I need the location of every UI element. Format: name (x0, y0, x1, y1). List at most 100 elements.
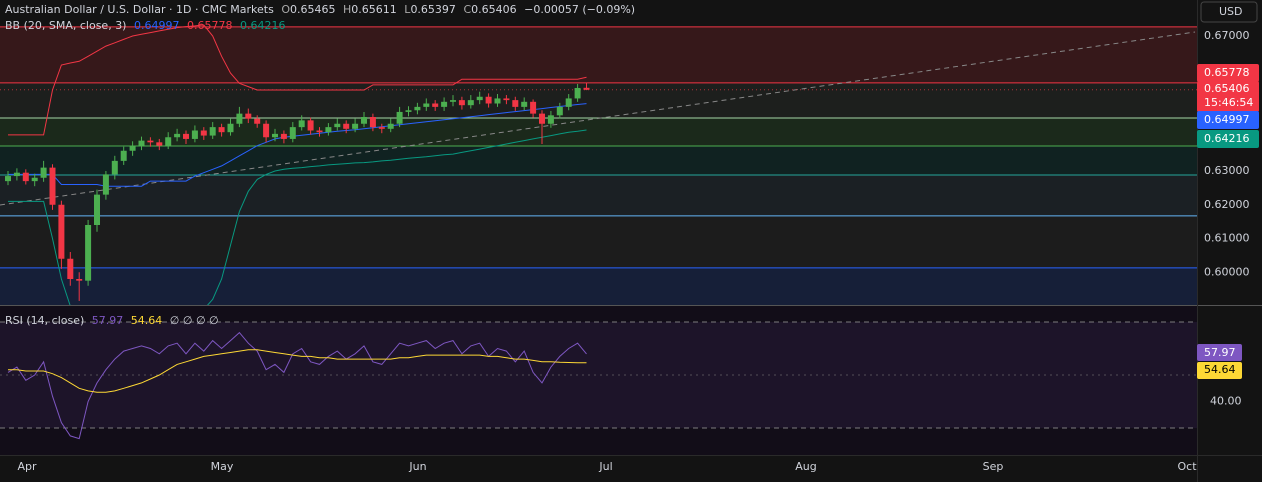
bb-legend: BB (20, SMA, close, 3) 0.64997 0.65778 0… (5, 19, 285, 32)
candle-body (138, 140, 145, 146)
candle-body (387, 123, 394, 129)
zone (0, 267, 1197, 305)
candle-body (31, 177, 38, 182)
candle-body (272, 133, 278, 138)
candle-body (565, 98, 572, 107)
candle-body (280, 133, 287, 139)
candle-body (378, 127, 385, 129)
rsi-extras: ∅ ∅ ∅ ∅ (170, 314, 219, 327)
low: 0.65397 (410, 3, 456, 16)
candle-body (556, 106, 563, 116)
candle-body (467, 100, 474, 106)
candle-body (423, 103, 430, 107)
tag-rsi-ma: 54.64 (1204, 363, 1236, 376)
tag-rsi: 57.97 (1204, 346, 1236, 359)
candle-body (13, 172, 20, 177)
axes: 0.67000 0.63000 0.62000 0.61000 0.60000 40.00… (17, 29, 1249, 473)
candle-body (325, 127, 332, 133)
rsi-name: RSI (14, close) (5, 314, 84, 327)
rsi-legend: RSI (14, close) 57.97 54.64 ∅ ∅ ∅ ∅ (5, 314, 219, 327)
open: 0.65465 (290, 3, 336, 16)
candle-body (263, 123, 270, 138)
bb-lower: 0.64216 (240, 19, 286, 32)
candle-body (503, 98, 510, 101)
candle-body (218, 127, 225, 133)
candle-body (67, 258, 74, 279)
legend-row: Australian Dollar / U.S. Dollar · 1D · C… (5, 3, 635, 16)
tag-bb-upper: 0.65778 (1204, 66, 1250, 79)
price-tick-label: 0.63000 (1204, 164, 1250, 177)
candle-body (120, 150, 127, 161)
candle-body (414, 106, 421, 111)
candle-body (450, 100, 456, 102)
zone (0, 175, 1197, 216)
rsi-band (0, 322, 1197, 428)
rsi-pane (0, 321, 1197, 440)
currency[interactable]: USD (1219, 5, 1243, 18)
candle-body (298, 120, 305, 128)
bb-lower-line (8, 129, 587, 305)
tag-bg (1197, 81, 1259, 112)
price-tick-label: 0.60000 (1204, 265, 1250, 278)
candle-body (369, 117, 376, 128)
price-tick-label: 0.62000 (1204, 198, 1250, 211)
candle-body (102, 174, 109, 195)
candle-body (361, 117, 367, 124)
candle-body (5, 176, 11, 182)
candle-body (129, 145, 136, 151)
price-tick-label: 0.67000 (1204, 29, 1250, 42)
rsi-tick-label: 40.00 (1210, 395, 1242, 408)
candle-body (458, 100, 465, 106)
candle-body (512, 100, 519, 107)
candle-body (94, 194, 100, 225)
rsi-value: 57.97 (92, 314, 124, 327)
zone (0, 215, 1197, 268)
zones (0, 26, 1197, 305)
time-label: May (211, 460, 234, 473)
candle-body (58, 204, 65, 259)
candle-body (432, 103, 439, 107)
candle-body (40, 167, 47, 178)
candle-body (485, 96, 492, 104)
tag-close: 0.65406 (1204, 82, 1250, 95)
price-tick-label: 0.61000 (1204, 232, 1250, 245)
rsi-ma: 54.64 (131, 314, 163, 327)
tag-bb-basis: 0.64997 (1204, 113, 1250, 126)
change: −0.00057 (−0.09%) (524, 3, 635, 16)
candle-body (441, 101, 448, 107)
candle-body (227, 123, 234, 133)
candle-body (547, 115, 554, 124)
candle-body (307, 120, 314, 131)
tag-bg (1197, 344, 1242, 361)
candle-body (405, 110, 412, 112)
candle-body (147, 140, 154, 143)
candle-body (352, 123, 359, 129)
candle-body (539, 113, 545, 124)
candle-body (200, 130, 207, 136)
open-label: O (281, 3, 290, 16)
candle-body (494, 98, 501, 104)
candle-body (343, 123, 350, 129)
candle-body (111, 160, 118, 175)
time-label: Jul (598, 460, 612, 473)
high-label: H (343, 3, 351, 16)
tag-bg (1197, 111, 1259, 129)
candle-body (583, 87, 590, 90)
tag-bg (1197, 64, 1259, 82)
zone (0, 146, 1197, 176)
candle-body (254, 118, 261, 124)
candle-body (236, 113, 243, 124)
trend-line (0, 31, 1196, 206)
zone (0, 118, 1197, 147)
candle-body (183, 133, 189, 139)
candle-body (334, 123, 341, 128)
candle-body (396, 111, 403, 124)
candle-body (289, 127, 296, 139)
bb-upper-line (8, 24, 587, 136)
rsi-line (7, 331, 587, 440)
candle-body (165, 137, 172, 146)
currency-button[interactable] (1200, 1, 1258, 23)
zone (0, 26, 1197, 83)
close: 0.65406 (471, 3, 517, 16)
